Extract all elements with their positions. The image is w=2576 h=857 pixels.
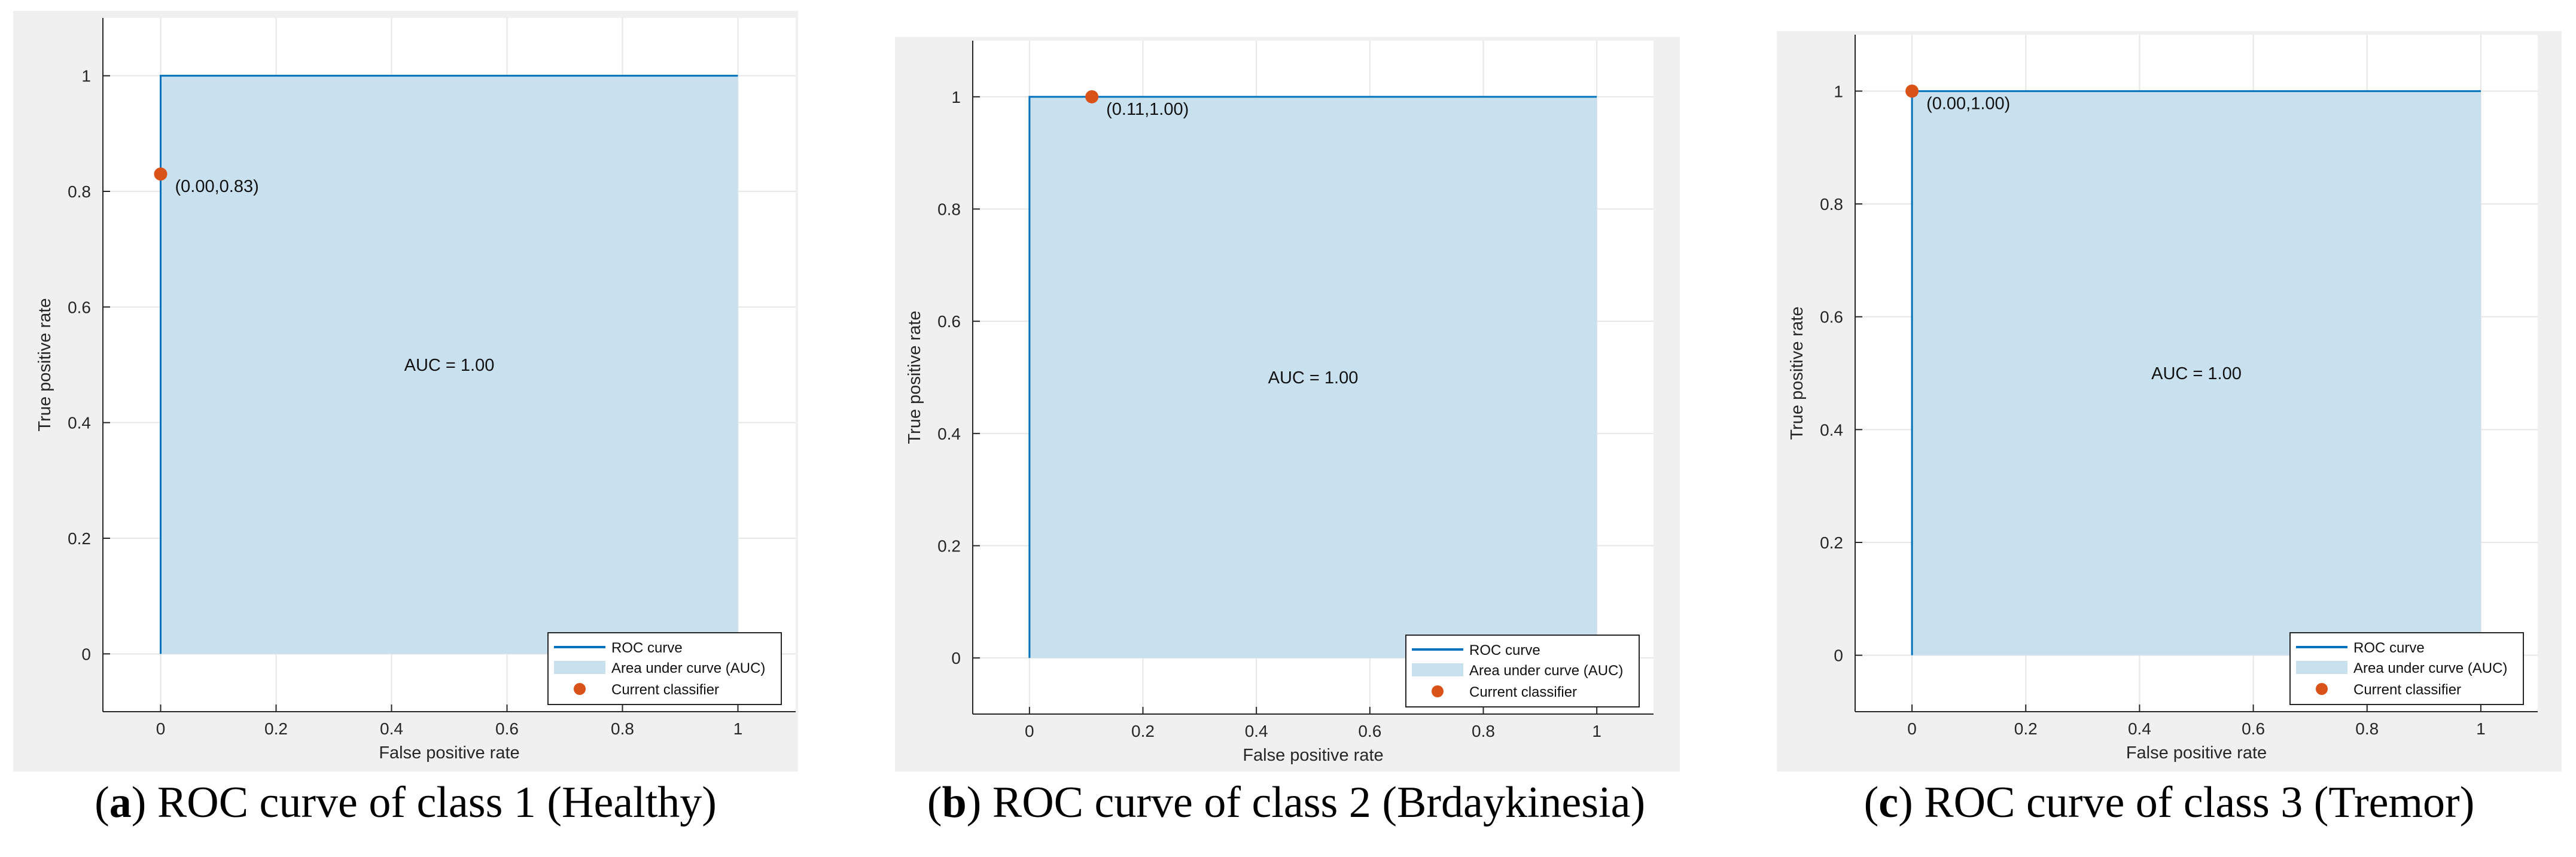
y-tick-label-a-3: 0.6 — [68, 298, 91, 316]
y-axis-label-b: True positive rate — [905, 311, 924, 444]
classifier-label-b: (0.11,1.00) — [1106, 100, 1189, 119]
legend-entry-b-1: Area under curve (AUC) — [1469, 663, 1623, 679]
legend-entry-c-2: Current classifier — [2353, 682, 2461, 698]
x-tick-label-b-3: 0.6 — [1358, 722, 1381, 740]
y-tick-label-b-4: 0.8 — [937, 200, 961, 219]
x-tick-label-c-3: 0.6 — [2242, 719, 2265, 738]
y-tick-label-c-1: 0.2 — [1820, 533, 1843, 552]
x-tick-label-b-5: 1 — [1592, 722, 1601, 740]
y-tick-label-c-5: 1 — [1834, 82, 1843, 100]
legend-entry-a-1: Area under curve (AUC) — [611, 660, 765, 676]
x-tick-label-a-5: 1 — [733, 719, 743, 738]
x-tick-label-c-1: 0.2 — [2014, 719, 2038, 738]
legend-b: ROC curve Area under curve (AUC) Current c… — [1405, 635, 1640, 707]
classifier-point-a — [154, 167, 168, 181]
legend-classifier-swatch-b — [1432, 685, 1444, 697]
y-tick-label-b-2: 0.4 — [937, 425, 961, 443]
x-tick-label-a-2: 0.4 — [380, 719, 403, 738]
auc-area-c — [1912, 91, 2481, 655]
chart-c: 0 0.2 0.4 0.6 0.8 1 0 0.2 0.4 0.6 0.8 1 False positi… — [1788, 35, 2538, 763]
roc-figure: 0 0.2 0.4 0.6 0.8 1 0 0.2 0.4 0.6 0.8 1 False positi… — [35, 18, 2538, 765]
legend-c: ROC curve Area under curve (AUC) Current c… — [2289, 632, 2524, 705]
y-tick-label-a-0: 0 — [81, 645, 91, 663]
legend-a: ROC curve Area under curve (AUC) Current c… — [547, 632, 782, 705]
auc-area-b — [1029, 96, 1597, 658]
caption-c-text: ROC curve of class 3 (Tremor) — [1924, 778, 2475, 827]
caption-c-letter: c — [1878, 778, 1899, 827]
y-axis-label-c: True positive rate — [1788, 307, 1807, 440]
legend-entry-a-0: ROC curve — [611, 640, 683, 656]
y-tick-label-a-4: 0.8 — [68, 182, 91, 201]
y-tick-label-c-0: 0 — [1834, 646, 1843, 665]
legend-auc-swatch-a — [554, 661, 605, 674]
auc-text-a: AUC = 1.00 — [404, 356, 495, 375]
y-tick-label-c-2: 0.4 — [1820, 420, 1843, 439]
x-tick-label-b-1: 0.2 — [1131, 722, 1155, 740]
y-tick-label-a-2: 0.4 — [68, 414, 91, 432]
y-tick-label-b-0: 0 — [951, 649, 961, 667]
x-tick-label-b-0: 0 — [1025, 722, 1034, 740]
legend-entry-c-1: Area under curve (AUC) — [2353, 660, 2507, 676]
roc-curve-b — [1028, 96, 1597, 658]
caption-a: (a) ROC curve of class 1 (Healthy) — [95, 778, 717, 827]
x-tick-label-a-3: 0.6 — [495, 719, 519, 738]
legend-entry-c-0: ROC curve — [2353, 640, 2425, 656]
legend-entry-b-0: ROC curve — [1469, 642, 1540, 658]
chart-a: 0 0.2 0.4 0.6 0.8 1 0 0.2 0.4 0.6 0.8 1 False positi… — [35, 18, 796, 763]
legend-classifier-swatch-a — [574, 683, 586, 695]
y-tick-label-b-1: 0.2 — [937, 537, 961, 556]
x-axis-label-c: False positive rate — [2126, 743, 2267, 763]
caption-b-text: ROC curve of class 2 (Brdaykinesia) — [992, 778, 1646, 827]
y-tick-label-c-3: 0.6 — [1820, 308, 1843, 327]
legend-entry-a-2: Current classifier — [611, 682, 719, 698]
legend-classifier-swatch-c — [2316, 683, 2328, 695]
legend-auc-swatch-c — [2296, 661, 2347, 674]
classifier-label-a: (0.00,0.83) — [175, 177, 259, 196]
x-axis-label-a: False positive rate — [379, 743, 519, 763]
auc-area-a — [160, 75, 738, 654]
y-tick-label-a-5: 1 — [81, 67, 91, 86]
x-tick-label-c-2: 0.4 — [2128, 719, 2151, 738]
x-tick-label-b-2: 0.4 — [1245, 722, 1268, 740]
y-tick-label-a-1: 0.2 — [68, 529, 91, 548]
y-tick-label-b-5: 1 — [951, 88, 961, 106]
caption-b-letter: b — [942, 778, 967, 827]
auc-text-c: AUC = 1.00 — [2151, 364, 2242, 383]
x-tick-label-a-0: 0 — [156, 719, 166, 738]
legend-entry-b-2: Current classifier — [1469, 684, 1577, 700]
classifier-point-b — [1085, 90, 1099, 103]
roc-curve-a — [160, 75, 738, 654]
y-axis-label-a: True positive rate — [35, 298, 54, 432]
y-tick-label-b-3: 0.6 — [937, 312, 961, 331]
y-tick-label-c-4: 0.8 — [1820, 195, 1843, 214]
caption-c: (c) ROC curve of class 3 (Tremor) — [1864, 778, 2475, 827]
x-tick-label-c-0: 0 — [1907, 719, 1917, 738]
chart-b: 0 0.2 0.4 0.6 0.8 1 0 0.2 0.4 0.6 0.8 1 False positi… — [905, 41, 1654, 765]
caption-a-text: ROC curve of class 1 (Healthy) — [157, 778, 717, 827]
x-tick-label-c-5: 1 — [2476, 719, 2486, 738]
caption-b: (b) ROC curve of class 2 (Brdaykinesia) — [927, 778, 1646, 827]
x-tick-label-a-1: 0.2 — [264, 719, 288, 738]
classifier-label-c: (0.00,1.00) — [1926, 94, 2010, 113]
x-axis-label-b: False positive rate — [1243, 746, 1383, 765]
classifier-point-c — [1905, 84, 1919, 98]
x-tick-label-c-4: 0.8 — [2355, 719, 2379, 738]
auc-text-b: AUC = 1.00 — [1268, 368, 1359, 388]
x-tick-label-b-4: 0.8 — [1472, 722, 1495, 740]
legend-auc-swatch-b — [1412, 663, 1463, 676]
caption-a-letter: a — [109, 778, 132, 827]
x-tick-label-a-4: 0.8 — [611, 719, 634, 738]
